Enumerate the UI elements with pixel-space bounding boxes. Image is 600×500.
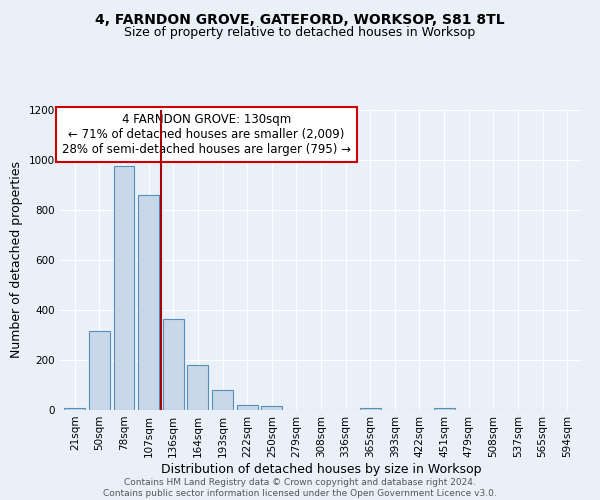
Text: Contains HM Land Registry data © Crown copyright and database right 2024.
Contai: Contains HM Land Registry data © Crown c… — [103, 478, 497, 498]
Text: 4, FARNDON GROVE, GATEFORD, WORKSOP, S81 8TL: 4, FARNDON GROVE, GATEFORD, WORKSOP, S81… — [95, 12, 505, 26]
Bar — [138, 195, 159, 410]
Bar — [236, 404, 257, 410]
Bar — [360, 408, 381, 410]
Text: Size of property relative to detached houses in Worksop: Size of property relative to detached ho… — [124, 26, 476, 39]
Bar — [434, 408, 455, 410]
Bar — [187, 365, 208, 410]
Text: 4 FARNDON GROVE: 130sqm
← 71% of detached houses are smaller (2,009)
28% of semi: 4 FARNDON GROVE: 130sqm ← 71% of detache… — [62, 113, 350, 156]
Y-axis label: Number of detached properties: Number of detached properties — [10, 162, 23, 358]
X-axis label: Distribution of detached houses by size in Worksop: Distribution of detached houses by size … — [161, 462, 481, 475]
Bar — [163, 319, 184, 410]
Bar — [64, 408, 85, 410]
Bar — [212, 390, 233, 410]
Bar — [113, 166, 134, 410]
Bar — [89, 331, 110, 410]
Bar — [261, 406, 282, 410]
